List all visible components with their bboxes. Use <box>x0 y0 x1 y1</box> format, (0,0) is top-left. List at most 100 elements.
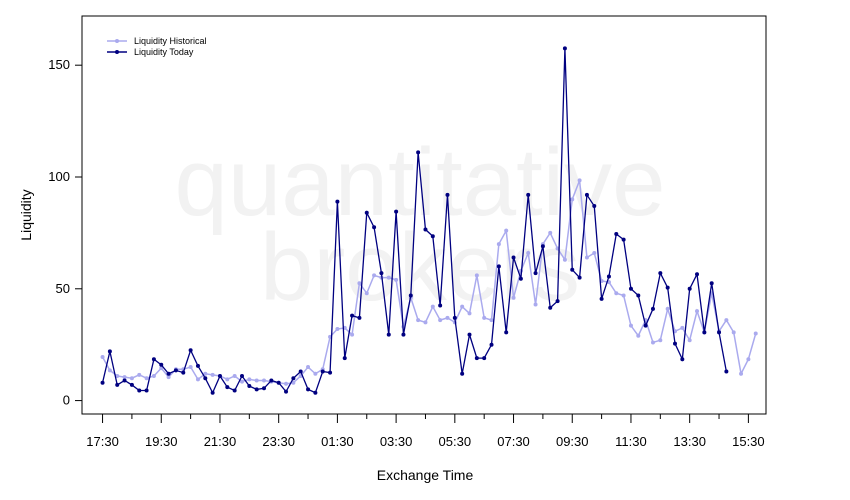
data-point <box>313 390 318 395</box>
data-point <box>262 386 267 391</box>
data-point <box>680 325 685 330</box>
data-point <box>394 209 399 214</box>
x-tick-label: 09:30 <box>556 434 589 449</box>
data-point <box>584 192 589 197</box>
data-point <box>350 313 355 318</box>
data-point <box>416 150 421 155</box>
data-point <box>188 365 193 370</box>
data-point <box>452 315 457 320</box>
x-tick-label: 19:30 <box>145 434 178 449</box>
data-point <box>533 302 538 307</box>
data-point <box>702 330 707 335</box>
data-point <box>614 291 619 296</box>
data-point <box>137 388 142 393</box>
data-point <box>526 192 531 197</box>
watermark: quantitative brokers <box>174 129 665 321</box>
data-point <box>254 378 259 383</box>
data-point <box>746 357 751 362</box>
data-point <box>489 342 494 347</box>
data-point <box>350 332 355 337</box>
data-point <box>636 293 641 298</box>
y-tick-label: 0 <box>63 393 70 408</box>
data-point <box>416 318 421 323</box>
data-point <box>129 376 134 381</box>
data-point <box>144 376 149 381</box>
data-point <box>335 199 340 204</box>
data-point <box>511 295 516 300</box>
data-point <box>203 371 208 376</box>
series-layer <box>100 46 758 395</box>
data-point <box>665 306 670 311</box>
data-point <box>100 380 105 385</box>
data-point <box>217 373 222 378</box>
data-point <box>577 275 582 280</box>
x-tick-label: 03:30 <box>380 434 413 449</box>
data-point <box>739 371 744 376</box>
data-point <box>107 368 112 373</box>
data-point <box>709 281 714 286</box>
data-point <box>306 365 311 370</box>
data-point <box>621 237 626 242</box>
data-point <box>232 373 237 378</box>
data-point <box>291 376 296 381</box>
data-point <box>496 242 501 247</box>
data-point <box>115 382 120 387</box>
data-point <box>100 354 105 359</box>
data-point <box>254 387 259 392</box>
data-point <box>225 377 230 382</box>
data-point <box>239 379 244 384</box>
data-point <box>511 255 516 260</box>
data-point <box>636 333 641 338</box>
data-point <box>438 303 443 308</box>
data-point <box>137 372 142 377</box>
data-point <box>357 281 362 286</box>
data-point <box>115 373 120 378</box>
data-point <box>159 366 164 371</box>
plot-frame <box>81 15 767 415</box>
data-point <box>401 332 406 337</box>
data-point <box>695 272 700 277</box>
x-tick-label: 21:30 <box>204 434 237 449</box>
data-point <box>482 315 487 320</box>
data-point <box>210 390 215 395</box>
data-point <box>122 378 127 383</box>
data-point <box>195 363 200 368</box>
data-point <box>372 225 377 230</box>
data-point <box>753 331 758 336</box>
legend-label: Liquidity Historical <box>134 36 207 46</box>
x-tick-label: 23:30 <box>262 434 295 449</box>
data-point <box>284 389 289 394</box>
series-today <box>100 46 729 395</box>
data-point <box>555 299 560 304</box>
data-point <box>474 356 479 361</box>
data-point <box>687 338 692 343</box>
x-tick-label: 15:30 <box>732 434 765 449</box>
legend-swatch-point <box>115 50 119 54</box>
data-point <box>247 384 252 389</box>
data-point <box>687 286 692 291</box>
legend-label: Liquidity Today <box>134 47 194 57</box>
y-axis: 0 50 100 150 <box>48 57 82 408</box>
data-point <box>592 251 597 256</box>
data-point <box>151 357 156 362</box>
data-point <box>717 330 722 335</box>
data-point <box>731 330 736 335</box>
data-point <box>247 377 252 382</box>
data-point <box>408 293 413 298</box>
data-point <box>328 370 333 375</box>
data-point <box>650 340 655 345</box>
x-tick-label: 11:30 <box>615 434 647 449</box>
data-point <box>423 227 428 232</box>
data-point <box>313 371 318 376</box>
data-point <box>650 306 655 311</box>
x-tick-label: 17:30 <box>86 434 119 449</box>
data-point <box>518 276 523 281</box>
data-point <box>276 380 281 385</box>
x-tick-label: 13:30 <box>673 434 706 449</box>
data-point <box>695 309 700 314</box>
data-point <box>680 357 685 362</box>
data-point <box>526 251 531 256</box>
data-point <box>306 387 311 392</box>
